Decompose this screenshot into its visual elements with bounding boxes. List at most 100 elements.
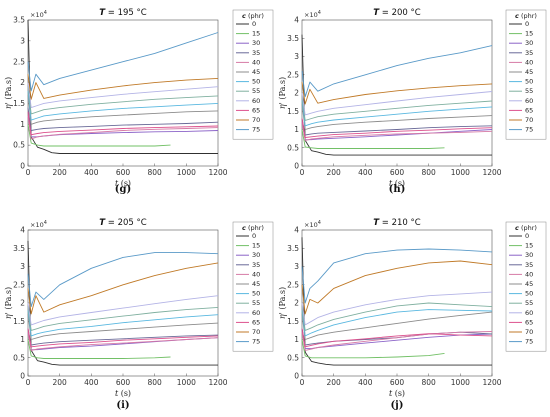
- series-line-70: [301, 82, 493, 105]
- legend-entry: 50: [525, 78, 533, 86]
- y-tick-label: 2: [294, 89, 299, 98]
- series-line-60: [27, 295, 219, 326]
- y-tick-label: 3: [20, 36, 25, 45]
- legend-entry: 75: [252, 338, 260, 346]
- legend-entry: 30: [252, 39, 260, 47]
- series-line-70: [27, 74, 219, 100]
- series-line-45: [27, 313, 219, 340]
- legend-title: c (phr): [242, 224, 264, 232]
- y-tick-label: 3: [294, 262, 299, 271]
- series-line-50: [301, 100, 493, 127]
- x-tick-label: 800: [422, 168, 437, 177]
- legend-entry: 65: [525, 106, 533, 114]
- legend-entry: 30: [525, 251, 533, 259]
- series-line-60: [301, 91, 493, 116]
- legend-entry: 40: [525, 58, 533, 66]
- series-line-40: [27, 115, 219, 140]
- series-line-35: [27, 107, 219, 131]
- y-tick-label: 2: [20, 78, 25, 87]
- legend-entry: 45: [525, 280, 533, 288]
- y-tick-label: 1.5: [287, 107, 299, 116]
- legend-entry: 0: [252, 20, 256, 28]
- series-line-30: [27, 115, 219, 138]
- legend-entry: 0: [525, 232, 529, 240]
- y-tick-label: 2.5: [13, 280, 25, 289]
- y-tick-label: 2.5: [287, 70, 299, 79]
- y-tick-label: 3.5: [13, 16, 25, 25]
- x-tick-label: 1200: [482, 168, 501, 177]
- x-tick-label: 400: [84, 378, 99, 387]
- series-line-0: [301, 237, 492, 366]
- series-line-75: [301, 45, 493, 98]
- y-tick-label: 1.5: [287, 317, 299, 326]
- legend-entry: 15: [525, 30, 533, 38]
- y-tick-label: 1.5: [13, 317, 25, 326]
- x-axis-label: t (s): [115, 179, 131, 188]
- x-tick-label: 200: [327, 378, 342, 387]
- y-tick-label: 3: [294, 52, 299, 61]
- y-axis-label: η' (Pa.s): [278, 77, 287, 109]
- x-axis-label: t (s): [389, 179, 405, 188]
- y-tick-label: 1: [294, 335, 299, 344]
- series-line-0: [27, 19, 218, 154]
- y-tick-label: 0.5: [287, 353, 299, 362]
- legend-entry: 40: [252, 58, 260, 66]
- series-line-55: [27, 306, 219, 331]
- series-line-45: [301, 311, 493, 340]
- panel-title: T = 205 °C: [99, 218, 147, 228]
- x-tick-label: 1000: [177, 168, 196, 177]
- y-tick-label: 3: [20, 262, 25, 271]
- y-tick-label: 1: [294, 125, 299, 134]
- x-tick-label: 600: [116, 168, 131, 177]
- y-exponent: ×104: [30, 10, 47, 19]
- legend-entry: 30: [252, 251, 260, 259]
- legend-entry: 70: [252, 116, 260, 124]
- x-tick-label: 400: [358, 168, 373, 177]
- x-tick-label: 1200: [208, 168, 227, 177]
- legend-box: [232, 9, 274, 140]
- x-tick-label: 600: [390, 168, 405, 177]
- series-line-40: [27, 332, 219, 351]
- legend-entry: 35: [525, 49, 533, 57]
- x-tick-label: 1000: [451, 168, 470, 177]
- legend-entry: 55: [252, 299, 260, 307]
- series-line-50: [27, 310, 219, 337]
- y-tick-label: 1: [20, 120, 25, 129]
- y-axis-label: η' (Pa.s): [4, 287, 13, 319]
- legend-entry: 55: [525, 299, 533, 307]
- series-line-75: [301, 248, 493, 304]
- x-tick-label: 1200: [208, 378, 227, 387]
- x-tick-label: 0: [300, 378, 305, 387]
- legend-entry: 70: [525, 328, 533, 336]
- chart-panel-2: 0 200 400 600 800 1000 120000.511.522.533.54×1…: [4, 218, 274, 411]
- x-axis-label: t (s): [115, 389, 131, 398]
- x-tick-label: 200: [53, 378, 68, 387]
- chart-panel-3: 0 200 400 600 800 1000 120000.511.522.533.54×1…: [278, 218, 547, 411]
- y-tick-label: 3.5: [287, 244, 299, 253]
- series-line-40: [301, 122, 493, 141]
- series-line-15: [301, 129, 445, 149]
- series-line-55: [301, 96, 493, 121]
- legend-box: [232, 221, 274, 352]
- series-line-70: [301, 260, 493, 315]
- x-tick-label: 1200: [482, 378, 501, 387]
- x-tick-label: 800: [148, 168, 163, 177]
- x-tick-label: 600: [116, 378, 131, 387]
- y-tick-label: 0.5: [13, 141, 25, 150]
- y-tick-label: 2: [20, 299, 25, 308]
- legend-box: [505, 221, 547, 352]
- x-tick-label: 800: [148, 378, 163, 387]
- x-tick-label: 0: [26, 168, 31, 177]
- legend-entry: 45: [525, 68, 533, 76]
- legend-entry: 70: [252, 328, 260, 336]
- legend-entry: 55: [525, 87, 533, 95]
- legend-entry: 60: [252, 97, 260, 105]
- y-tick-label: 2.5: [13, 57, 25, 66]
- x-tick-label: 800: [422, 378, 437, 387]
- legend-entry: 65: [252, 318, 260, 326]
- legend-entry: 50: [252, 78, 260, 86]
- x-tick-label: 600: [390, 378, 405, 387]
- y-tick-label: 4: [294, 16, 299, 25]
- y-tick-label: 0: [294, 162, 299, 171]
